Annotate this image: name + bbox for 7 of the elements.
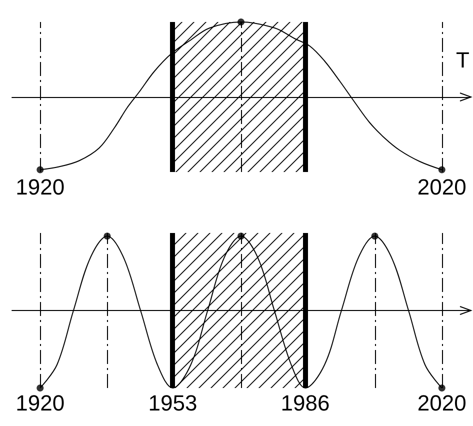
x-tick-label: 1986 <box>280 390 330 416</box>
x-axis-title: T <box>456 48 470 72</box>
x-tick-label: 1920 <box>16 174 65 200</box>
x-tick-label: 1953 <box>148 390 198 416</box>
x-tick-label: 1920 <box>16 390 65 416</box>
x-tick-label: 2020 <box>417 174 466 200</box>
x-tick-label: 2020 <box>417 390 466 416</box>
